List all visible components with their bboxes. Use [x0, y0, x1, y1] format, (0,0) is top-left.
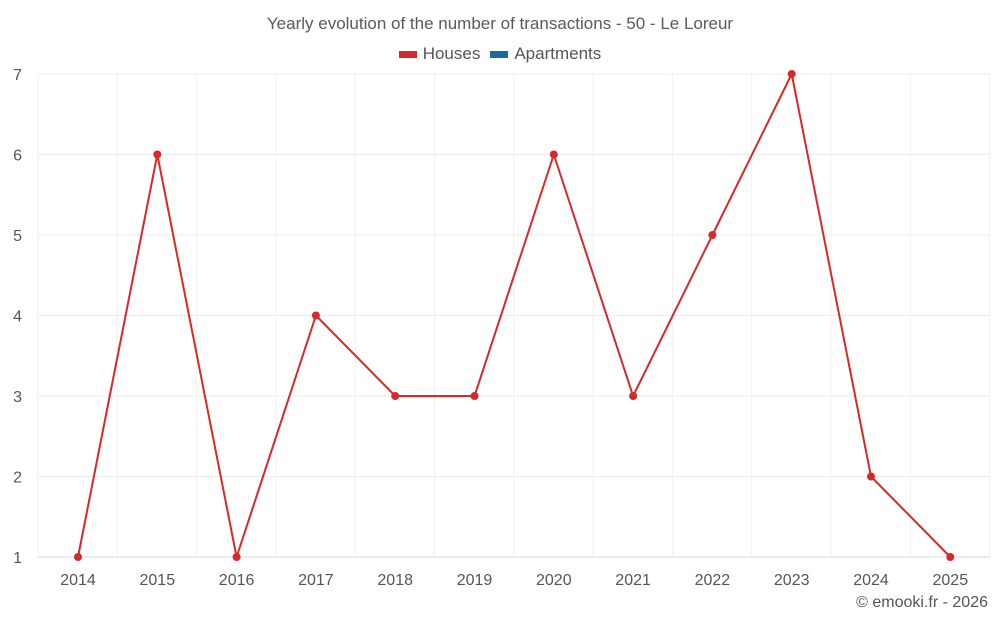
data-point-houses — [946, 553, 955, 561]
legend-swatch-apartments — [490, 50, 509, 58]
data-point-houses — [470, 392, 479, 400]
data-point-houses — [232, 553, 241, 561]
legend-label-houses: Houses — [422, 44, 481, 63]
data-point-houses — [391, 392, 400, 400]
legend-item-apartments[interactable]: Apartments — [490, 44, 601, 64]
y-tick-label: 2 — [13, 470, 22, 487]
legend-label-apartments: Apartments — [514, 44, 602, 63]
data-point-houses — [549, 150, 558, 159]
legend-item-houses[interactable]: Houses — [398, 44, 481, 64]
x-tick-label: 2019 — [457, 572, 493, 589]
y-tick-label: 5 — [13, 228, 22, 245]
series-line-houses — [77, 73, 952, 558]
data-point-houses — [787, 70, 796, 78]
x-tick-label: 2022 — [695, 572, 731, 589]
y-tick-label: 4 — [13, 309, 22, 326]
x-tick-label: 2015 — [140, 572, 176, 589]
x-tick-label: 2025 — [933, 572, 969, 589]
x-tick-label: 2020 — [536, 572, 572, 589]
data-point-houses — [708, 231, 717, 239]
credit-text: © emooki.fr - 2026 — [856, 594, 988, 611]
x-tick-label: 2014 — [60, 572, 96, 589]
data-point-houses — [629, 392, 638, 400]
legend-swatch-houses — [398, 50, 417, 58]
y-tick-label: 7 — [13, 67, 22, 84]
x-tick-label: 2018 — [377, 572, 413, 589]
x-tick-label: 2021 — [615, 572, 651, 589]
x-tick-label: 2016 — [219, 572, 255, 589]
data-point-houses — [311, 311, 320, 320]
x-tick-label: 2024 — [853, 572, 889, 589]
legend: Houses Apartments — [0, 44, 1000, 64]
data-point-houses — [867, 472, 875, 481]
x-tick-label: 2023 — [774, 572, 810, 589]
data-point-houses — [74, 553, 82, 561]
data-point-houses — [153, 150, 162, 159]
chart-title: Yearly evolution of the number of transa… — [266, 14, 734, 33]
x-tick-label: 2017 — [298, 572, 334, 589]
y-tick-label: 6 — [13, 148, 22, 165]
y-tick-label: 1 — [13, 550, 22, 567]
y-tick-label: 3 — [13, 389, 22, 406]
